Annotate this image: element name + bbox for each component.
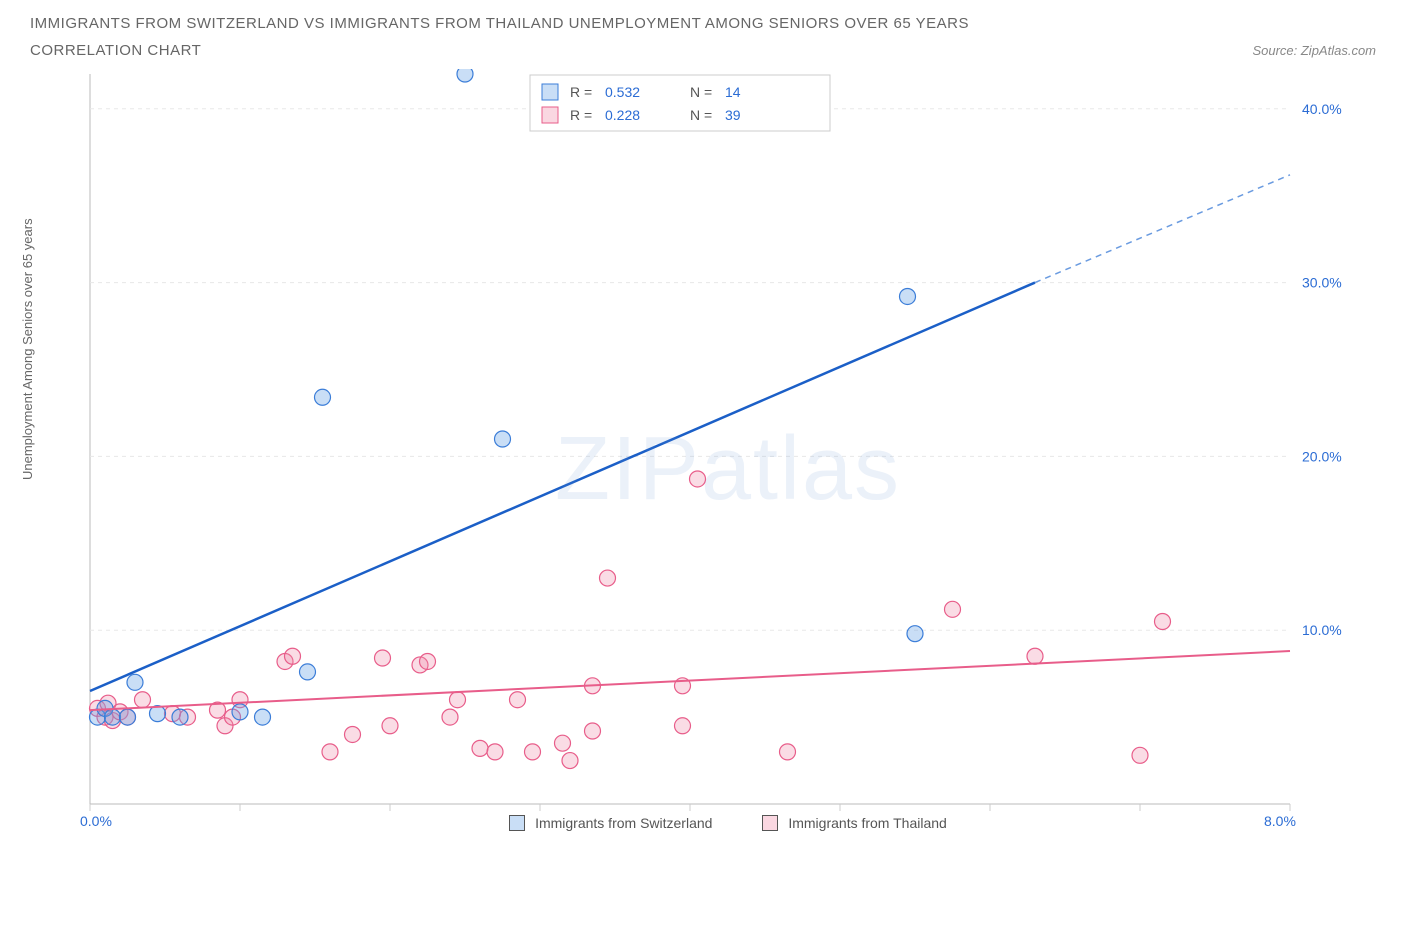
source-attribution: Source: ZipAtlas.com [1252, 43, 1376, 58]
data-point-thailand [690, 471, 706, 487]
data-point-thailand [510, 692, 526, 708]
n-value-thailand: 39 [725, 107, 741, 123]
data-point-thailand [487, 744, 503, 760]
data-point-switzerland [495, 431, 511, 447]
data-point-switzerland [457, 69, 473, 82]
trendline-thailand [90, 651, 1290, 710]
legend-label-switzerland: Immigrants from Switzerland [535, 815, 712, 831]
y-tick-label: 10.0% [1302, 622, 1342, 638]
r-value-thailand: 0.228 [605, 107, 640, 123]
data-point-thailand [135, 692, 151, 708]
n-value-switzerland: 14 [725, 84, 741, 100]
legend-label-thailand: Immigrants from Thailand [788, 815, 946, 831]
data-point-switzerland [105, 709, 121, 725]
data-point-switzerland [907, 626, 923, 642]
y-tick-label: 30.0% [1302, 275, 1342, 291]
scatter-chart: 10.0%20.0%30.0%40.0%0.0%8.0%R =0.532N =1… [80, 69, 1360, 839]
data-point-thailand [525, 744, 541, 760]
data-point-switzerland [172, 709, 188, 725]
data-point-thailand [945, 601, 961, 617]
data-point-thailand [322, 744, 338, 760]
data-point-switzerland [120, 709, 136, 725]
data-point-thailand [285, 648, 301, 664]
data-point-switzerland [127, 674, 143, 690]
r-value-switzerland: 0.532 [605, 84, 640, 100]
data-point-thailand [562, 753, 578, 769]
legend-item-switzerland: Immigrants from Switzerland [509, 815, 712, 831]
legend-item-thailand: Immigrants from Thailand [762, 815, 946, 831]
data-point-switzerland [255, 709, 271, 725]
data-point-thailand [420, 653, 436, 669]
legend-swatch-blue [542, 84, 558, 100]
data-point-thailand [472, 740, 488, 756]
data-point-switzerland [900, 288, 916, 304]
legend-swatch-blue [509, 815, 525, 831]
svg-text:N =: N = [690, 107, 712, 123]
bottom-legend: Immigrants from Switzerland Immigrants f… [80, 815, 1376, 831]
y-axis-label: Unemployment Among Seniors over 65 years [20, 218, 35, 480]
data-point-thailand [555, 735, 571, 751]
chart-subtitle: CORRELATION CHART [30, 42, 201, 59]
chart-title: IMMIGRANTS FROM SWITZERLAND VS IMMIGRANT… [30, 15, 1376, 32]
data-point-thailand [1155, 614, 1171, 630]
data-point-thailand [675, 718, 691, 734]
data-point-thailand [1027, 648, 1043, 664]
legend-swatch-pink [762, 815, 778, 831]
chart-container: 10.0%20.0%30.0%40.0%0.0%8.0%R =0.532N =1… [80, 69, 1376, 839]
trendline-switzerland-extrapolated [1035, 175, 1290, 283]
y-tick-label: 20.0% [1302, 448, 1342, 464]
data-point-thailand [375, 650, 391, 666]
svg-text:R =: R = [570, 107, 592, 123]
data-point-switzerland [232, 704, 248, 720]
legend-swatch-pink [542, 107, 558, 123]
data-point-thailand [345, 726, 361, 742]
data-point-thailand [585, 723, 601, 739]
data-point-thailand [1132, 747, 1148, 763]
data-point-thailand [600, 570, 616, 586]
y-tick-label: 40.0% [1302, 101, 1342, 117]
svg-text:R =: R = [570, 84, 592, 100]
data-point-thailand [382, 718, 398, 734]
data-point-thailand [780, 744, 796, 760]
subtitle-row: CORRELATION CHART Source: ZipAtlas.com [30, 42, 1376, 59]
data-point-thailand [442, 709, 458, 725]
svg-text:N =: N = [690, 84, 712, 100]
data-point-thailand [450, 692, 466, 708]
data-point-switzerland [300, 664, 316, 680]
data-point-switzerland [315, 389, 331, 405]
